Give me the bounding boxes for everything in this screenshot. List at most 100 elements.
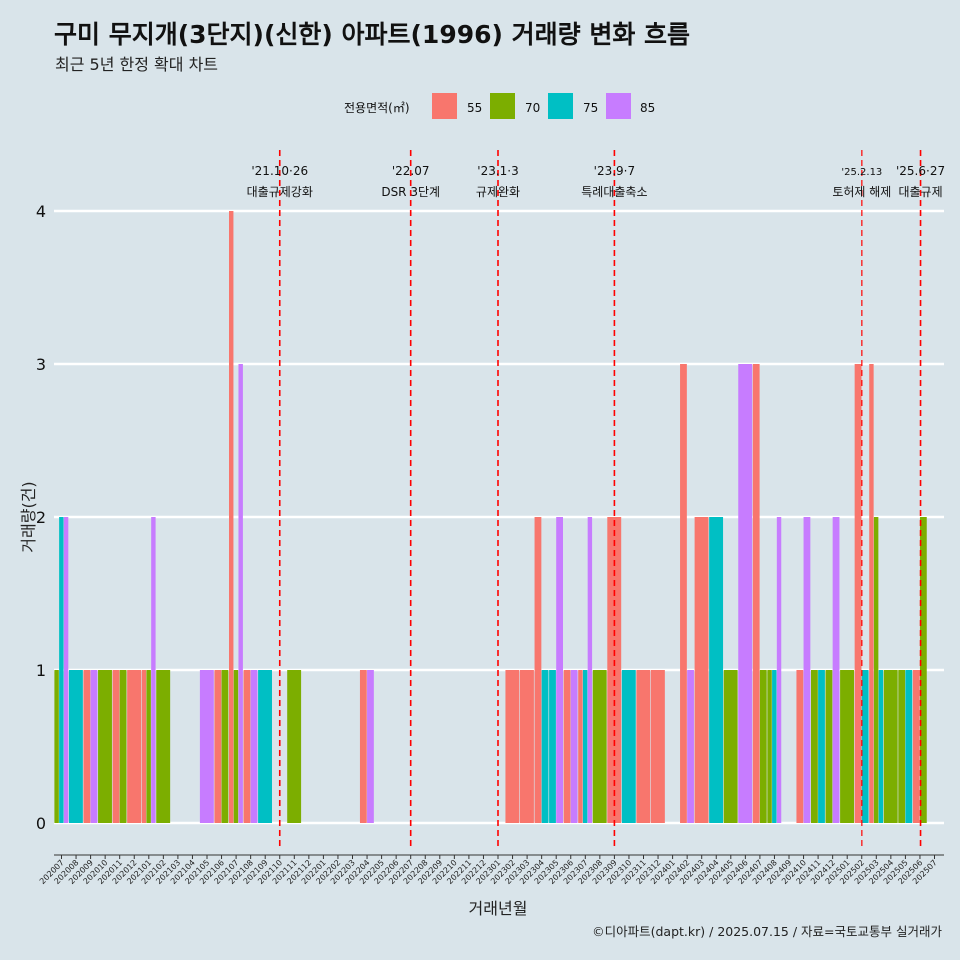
bar-202304-75 (541, 670, 549, 823)
bar-202404-75 (709, 517, 724, 823)
bar-202410-55 (796, 670, 804, 823)
bar-202109-75 (258, 670, 272, 823)
bar-202007-85 (63, 517, 69, 823)
legend: 전용면적(㎡) 55 70 75 85 (344, 93, 655, 119)
bar-202412-85 (832, 517, 840, 823)
bar-202406-85 (738, 364, 753, 823)
legend-label-75: 75 (583, 101, 598, 115)
bar-202503-70 (873, 517, 879, 823)
chart-title: 구미 무지개(3단지)(신한) 아파트(1996) 거래량 변화 흐름 (54, 20, 690, 49)
bar-202306-55 (563, 670, 571, 823)
y-axis-ticks: 0 1 2 3 4 (36, 202, 46, 833)
bar-202311-55 (636, 670, 651, 823)
bar-202305-85 (556, 517, 563, 823)
bar-202009-55 (83, 670, 91, 823)
bar-202011-70 (119, 670, 127, 823)
bars (54, 211, 927, 823)
bar-202101-85 (151, 517, 156, 823)
legend-swatch-55 (432, 93, 457, 119)
event-date-202207: '22.07 (392, 164, 430, 178)
bar-202305-75 (549, 670, 556, 823)
y-tick-label: 3 (36, 355, 46, 374)
event-label-202301: 규제완화 (476, 185, 520, 199)
legend-label-85: 85 (640, 101, 655, 115)
bar-202310-75 (621, 670, 636, 823)
bar-202307-55 (578, 670, 583, 823)
bar-202505-70 (898, 670, 906, 823)
bar-202405-70 (723, 670, 738, 823)
event-date-202309: '23.9·7 (594, 164, 635, 178)
bar-202306-85 (570, 670, 578, 823)
event-date-202301: '23.1·3 (477, 164, 518, 178)
bar-202411-70 (811, 670, 818, 823)
bar-202504-70 (883, 670, 898, 823)
bar-202105-85 (199, 670, 214, 823)
chart-subtitle: 최근 5년 한정 확대 차트 (55, 55, 218, 74)
bar-202204-55 (359, 670, 367, 823)
y-tick-label: 2 (36, 508, 46, 527)
bar-202502-55 (854, 364, 862, 823)
bar-202506-70 (919, 517, 927, 823)
bar-202303-55 (520, 670, 534, 823)
bar-202111-70 (287, 670, 302, 823)
y-axis-title: 거래량(건) (19, 481, 38, 552)
legend-swatch-75 (548, 93, 573, 119)
bar-202411-75 (818, 670, 825, 823)
y-tick-label: 4 (36, 202, 46, 221)
bar-202107-85 (238, 364, 243, 823)
bar-202012-55 (127, 670, 142, 823)
bar-202412-70 (825, 670, 833, 823)
bar-202308-70 (592, 670, 607, 823)
bar-202502-75 (861, 670, 869, 823)
bar-202008-75 (68, 670, 83, 823)
y-tick-label: 1 (36, 661, 46, 680)
y-tick-label: 0 (36, 814, 46, 833)
event-label-202309: 특례대출축소 (581, 185, 647, 199)
bar-202408-70 (767, 670, 772, 823)
bar-202010-70 (98, 670, 112, 823)
legend-label-70: 70 (525, 101, 540, 115)
legend-swatch-70 (490, 93, 515, 119)
bar-202503-75 (878, 670, 884, 823)
bar-202106-55 (214, 670, 222, 823)
bar-202106-70 (221, 670, 229, 823)
bar-202501-70 (840, 670, 854, 823)
bar-202108-55 (243, 670, 251, 823)
event-label-202506: 대출규제 (898, 185, 942, 199)
bar-202407-70 (759, 670, 767, 823)
event-date-202502: '25.2.13 (841, 167, 882, 178)
bar-202402-55 (680, 364, 687, 823)
bar-202011-55 (112, 670, 120, 823)
bar-202307-85 (587, 517, 593, 823)
bar-202307-75 (582, 670, 588, 823)
event-label-202207: DSR 3단계 (381, 185, 440, 199)
bar-202403-55 (694, 517, 709, 823)
bar-202102-70 (156, 670, 171, 823)
event-label-202110: 대출규제강화 (247, 185, 313, 199)
event-date-202110: '21.10·26 (251, 164, 308, 178)
bar-202007-70 (54, 670, 59, 823)
legend-label-55: 55 (467, 101, 482, 115)
event-date-202506: '25.6·27 (896, 164, 945, 178)
bar-202304-55 (534, 517, 542, 823)
bar-202506-55 (912, 670, 920, 823)
bar-202408-75 (772, 670, 777, 823)
bar-202101-70 (146, 670, 151, 823)
bar-202408-85 (776, 517, 782, 823)
legend-title: 전용면적(㎡) (344, 101, 410, 115)
bar-202402-85 (687, 670, 694, 823)
bar-202312-55 (650, 670, 665, 823)
bar-202410-85 (803, 517, 811, 823)
bar-202101-55 (141, 670, 147, 823)
bar-202108-85 (250, 670, 258, 823)
x-axis-title: 거래년월 (469, 899, 528, 918)
event-annotations: '21.10·26 대출규제강화 '22.07 DSR 3단계 '23.1·3 규제완화 '… (247, 150, 945, 848)
legend-swatch-85 (606, 93, 631, 119)
bar-202302-55 (505, 670, 520, 823)
bar-202505-75 (905, 670, 913, 823)
bar-202204-85 (367, 670, 374, 823)
bar-202407-55 (752, 364, 760, 823)
event-label-202502: 토허제 해제 (832, 185, 891, 199)
bar-202009-85 (90, 670, 98, 823)
